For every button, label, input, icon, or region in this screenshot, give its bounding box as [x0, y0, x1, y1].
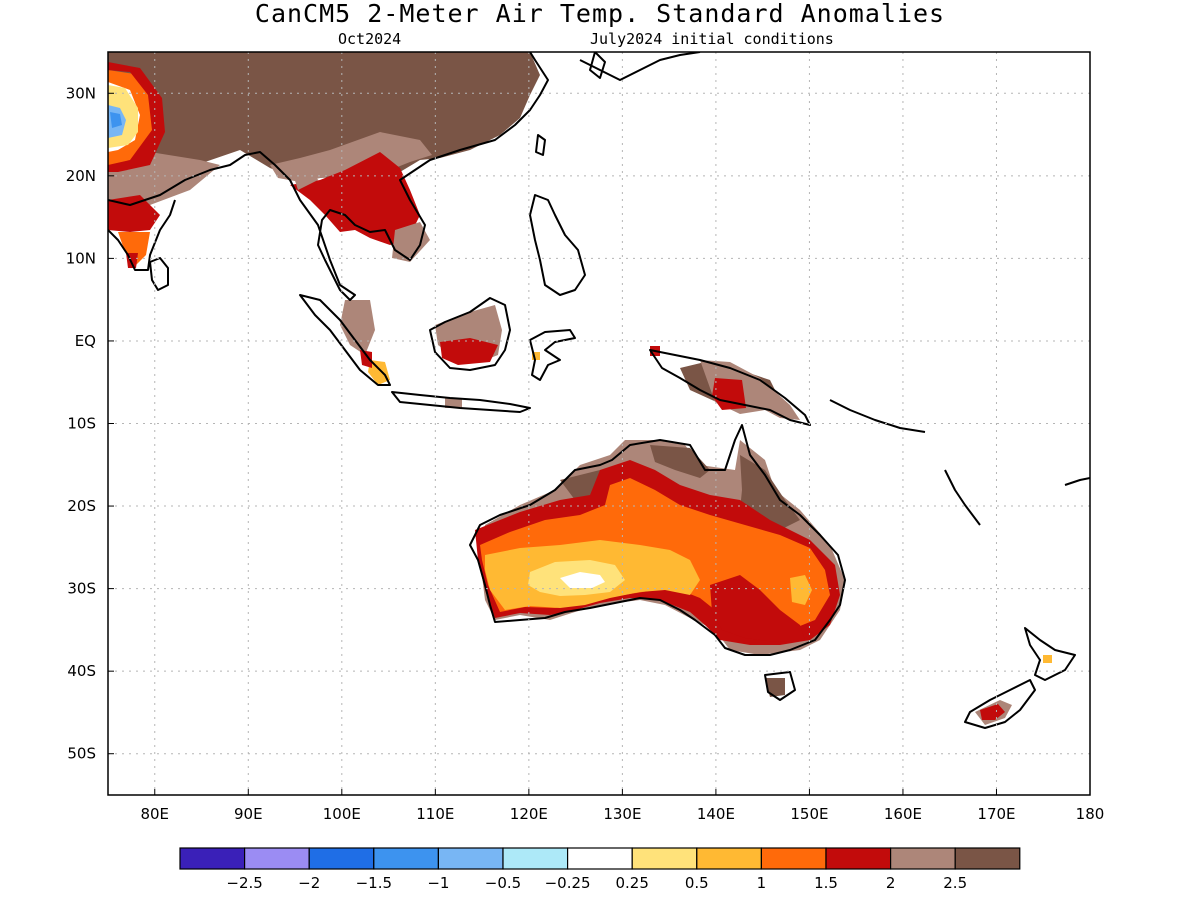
lat-tick-label: 10S — [67, 415, 96, 433]
color-legend: −2.5 −2 −1.5 −1 −0.5 −0.25 0.25 0.5 1 1.5 2 2.5 — [179, 847, 1021, 892]
lat-tick-label: 20N — [66, 167, 96, 185]
latitude-axis: 30N 20N 10N EQ 10S 20S 30S 40S 50S — [66, 84, 114, 763]
lon-tick-label: 130E — [603, 805, 641, 823]
colorbar-swatch — [308, 847, 375, 870]
australia-dark-brown-n — [650, 445, 710, 478]
colorbar-label: 0.5 — [685, 874, 709, 892]
colorbar-swatch — [825, 847, 892, 870]
coast-india — [108, 199, 176, 271]
indochina-brown-fringe — [392, 222, 430, 262]
sumatra-south-anomaly — [368, 360, 390, 385]
coast-nz-north — [1024, 627, 1076, 681]
nz-north-yellow — [1043, 655, 1052, 663]
coast-borneo — [429, 297, 511, 371]
coast-australia — [469, 424, 846, 656]
lon-tick-label: 90E — [234, 805, 263, 823]
colorbar-label: −1 — [427, 874, 449, 892]
coast-vanuatu — [944, 469, 981, 526]
india-red-anomaly — [108, 195, 160, 232]
colorbar-label: 2 — [886, 874, 896, 892]
colorbar-label: −0.5 — [485, 874, 521, 892]
coast-java — [391, 391, 531, 413]
lat-tick-label: 40S — [67, 662, 96, 680]
new-guinea-red-core — [727, 390, 736, 400]
colorbar-swatch — [373, 847, 439, 870]
australia-yellow-east — [790, 575, 812, 605]
lat-tick-label: 30N — [66, 84, 96, 102]
lat-tick-label: 30S — [67, 580, 96, 598]
colorbar-swatch — [889, 847, 956, 870]
colorbar-label: 1 — [757, 874, 767, 892]
tibet-ring-red — [108, 62, 165, 172]
graticule — [108, 52, 1090, 795]
india-orange-anomaly — [118, 232, 150, 265]
lat-tick-label: EQ — [75, 332, 96, 350]
colorbar-swatch — [566, 847, 633, 870]
lon-tick-label: 140E — [697, 805, 735, 823]
lat-tick-label: 20S — [67, 497, 96, 515]
coast-philippines — [529, 194, 586, 296]
colorbar-label: 2.5 — [943, 874, 967, 892]
nz-south-red — [980, 704, 1005, 720]
colorbar-swatch — [631, 847, 698, 870]
lon-tick-label: 80E — [140, 805, 169, 823]
sumatra-anomaly — [340, 300, 375, 355]
coast-japan — [579, 52, 701, 81]
lon-tick-label: 150E — [790, 805, 828, 823]
colorbar-label: −2.5 — [226, 874, 262, 892]
coast-new-guinea — [649, 349, 811, 426]
coast-sulawesi — [529, 329, 576, 381]
longitude-axis: 80E 90E 100E 110E 120E 130E 140E 150E 160E 170E 18… — [140, 789, 1104, 823]
new-zealand-anomaly-field — [975, 655, 1052, 725]
coast-fiji — [1064, 477, 1090, 486]
borneo-red-anomaly — [440, 338, 498, 365]
lon-tick-label: 160E — [884, 805, 922, 823]
colorbar-swatch — [696, 847, 762, 870]
sumatra-south-red — [360, 350, 372, 368]
colorbar-swatch — [760, 847, 827, 870]
coastlines — [108, 52, 1090, 729]
indochina-red-anomaly — [290, 152, 420, 245]
map-frame-content — [108, 52, 1090, 795]
colorbar-swatch — [244, 847, 310, 870]
tibet-deep-blue — [110, 112, 122, 128]
java-anomaly — [445, 398, 462, 408]
coast-tasmania — [764, 671, 796, 701]
australia-red-southeast — [710, 575, 805, 642]
lat-tick-label: 50S — [67, 745, 96, 763]
colorbar-swatch — [437, 847, 504, 870]
colorbar-label: 1.5 — [814, 874, 838, 892]
lat-tick-label: 10N — [66, 249, 96, 267]
australia-anomaly-field — [475, 440, 845, 697]
colorbar-swatch — [502, 847, 569, 870]
map-title: CanCM5 2-Meter Air Temp. Standard Anomal… — [254, 0, 946, 28]
forecast-month: Oct2024 — [338, 30, 402, 48]
maritime-anomaly-field — [340, 300, 800, 420]
colorbar-label: −1.5 — [356, 874, 392, 892]
colorbar-label: −0.25 — [545, 874, 591, 892]
colorbar-swatch — [954, 847, 1021, 870]
lon-tick-label: 110E — [416, 805, 454, 823]
coast-sumatra — [299, 294, 391, 386]
coast-asia-mainland — [108, 52, 549, 301]
coast-taiwan — [535, 134, 546, 156]
asia-anomaly-field — [108, 52, 540, 268]
australia-white-core — [560, 572, 605, 588]
colorbar-swatch — [179, 847, 246, 870]
coast-sri-lanka — [149, 257, 169, 291]
colorbar-label: 0.25 — [615, 874, 648, 892]
lon-tick-label: 180 — [1076, 805, 1105, 823]
colorbar-label: −2 — [298, 874, 320, 892]
coast-solomons — [829, 399, 926, 433]
coast-korea — [589, 52, 606, 79]
east-asia-anomaly — [108, 52, 540, 215]
coast-nz-south — [964, 679, 1036, 729]
initial-conditions: July2024 initial conditions — [590, 30, 834, 48]
lon-tick-label: 100E — [323, 805, 361, 823]
lon-tick-label: 120E — [510, 805, 548, 823]
lon-tick-label: 170E — [977, 805, 1015, 823]
